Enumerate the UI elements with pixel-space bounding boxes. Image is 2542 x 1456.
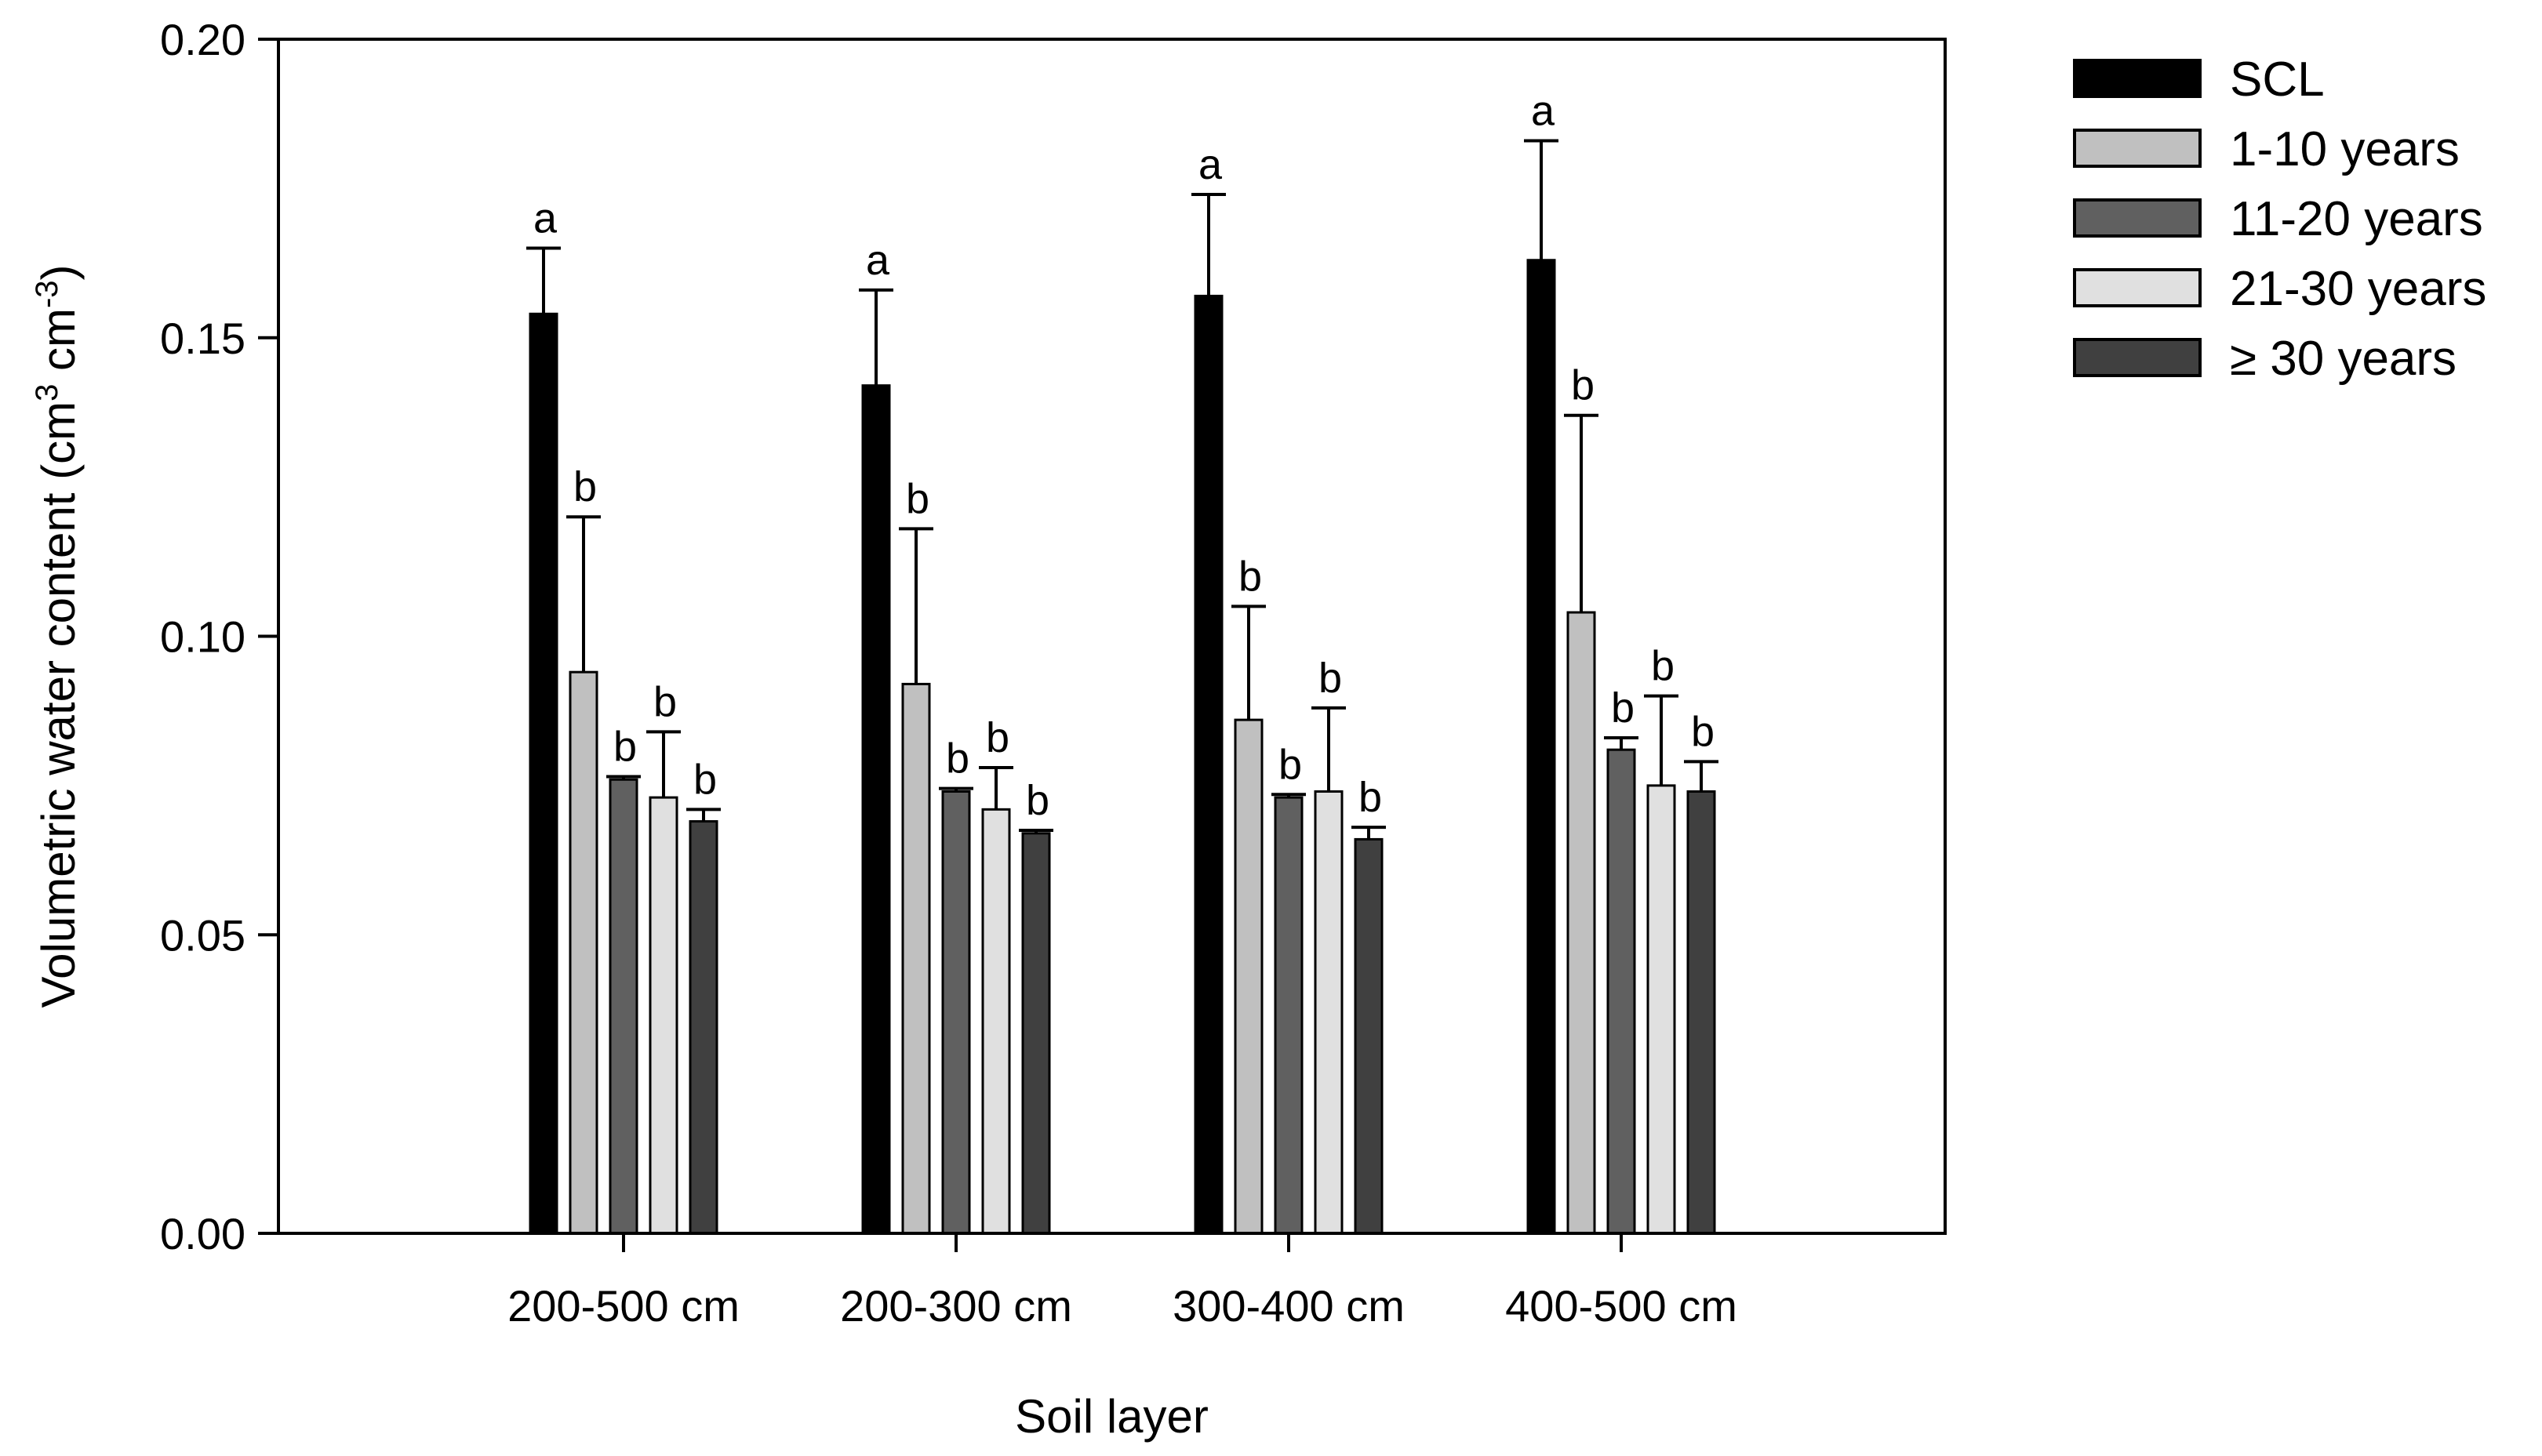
significance-letter: b [693, 756, 717, 803]
bar [649, 796, 678, 1235]
legend-swatch [2073, 268, 2202, 307]
significance-letter: b [1611, 684, 1635, 732]
significance-letter: b [1571, 362, 1595, 409]
legend-label: 11-20 years [2230, 192, 2483, 246]
bar [901, 682, 931, 1235]
x-tick-label: 200-300 cm [840, 1281, 1072, 1331]
significance-letter: b [613, 723, 637, 770]
x-tick-label: 300-400 cm [1173, 1281, 1405, 1331]
x-tick-label: 200-500 cm [507, 1281, 740, 1331]
x-tick-label: 400-500 cm [1505, 1281, 1737, 1331]
legend-swatch [2073, 129, 2202, 168]
significance-letter: a [866, 237, 890, 284]
significance-letter: b [573, 463, 597, 510]
bar [569, 670, 598, 1235]
bar [1234, 718, 1264, 1235]
legend-label: SCL [2230, 53, 2325, 107]
bar [861, 384, 891, 1235]
significance-letter: b [1238, 553, 1262, 600]
legend-label: ≥ 30 years [2230, 332, 2457, 386]
significance-letter: b [946, 735, 969, 782]
y-axis-title-main: Volumetric water content (cm [32, 401, 85, 1008]
bar [981, 808, 1011, 1235]
legend-label: 1-10 years [2230, 122, 2460, 176]
significance-letter: b [1651, 643, 1675, 690]
significance-letter: a [1531, 87, 1555, 134]
bar [1314, 790, 1344, 1235]
y-axis-ticks: 0.00 0.05 0.10 0.15 0.20 [160, 15, 278, 1258]
y-tick-label: 0.20 [160, 15, 245, 64]
y-axis-title: Volumetric water content (cm3 cm-3) [30, 264, 85, 1008]
bar [1686, 790, 1716, 1235]
significance-letter: b [1691, 708, 1715, 755]
bar [1354, 837, 1384, 1235]
significance-letter: b [1278, 741, 1302, 788]
y-tick-label: 0.00 [160, 1209, 245, 1258]
legend-swatch [2073, 59, 2202, 98]
bar [941, 790, 971, 1235]
bar [529, 312, 558, 1235]
significance-letter: b [1358, 774, 1382, 821]
y-axis-title-sup2: -3 [30, 280, 64, 308]
legend-swatch [2073, 338, 2202, 377]
x-axis-title: Soil layer [1015, 1390, 1209, 1443]
bar [1566, 611, 1596, 1235]
significance-letter: b [653, 678, 677, 725]
y-tick-label: 0.10 [160, 612, 245, 662]
legend-swatch [2073, 198, 2202, 238]
significance-letter: b [906, 475, 929, 522]
significance-letter: b [1026, 777, 1049, 824]
significance-letter: b [1318, 655, 1342, 702]
bar [1194, 294, 1224, 1235]
bar [1646, 784, 1676, 1235]
error-bars-layer [526, 139, 1718, 840]
bar [1526, 259, 1556, 1235]
significance-letter: a [533, 195, 558, 242]
bars-layer [529, 259, 1716, 1235]
significance-letter: a [1198, 141, 1223, 188]
legend: SCL 1-10 years 11-20 years 21-30 years ≥ 30 … [2073, 53, 2486, 386]
bar [609, 778, 638, 1235]
y-axis-title-sup1: 3 [30, 384, 64, 401]
bar [1021, 832, 1051, 1235]
significance-letter: b [986, 714, 1009, 761]
bar [1606, 748, 1636, 1235]
y-tick-label: 0.05 [160, 910, 245, 960]
y-tick-label: 0.15 [160, 314, 245, 363]
legend-label: 21-30 years [2230, 262, 2486, 316]
x-axis-ticks: 200-500 cm 200-300 cm 300-400 cm 400-500 cm [507, 1233, 1737, 1331]
y-axis-title-end: ) [32, 264, 85, 280]
bar [1274, 796, 1304, 1235]
y-axis-title-mid: cm [32, 308, 85, 384]
bar [689, 820, 718, 1235]
